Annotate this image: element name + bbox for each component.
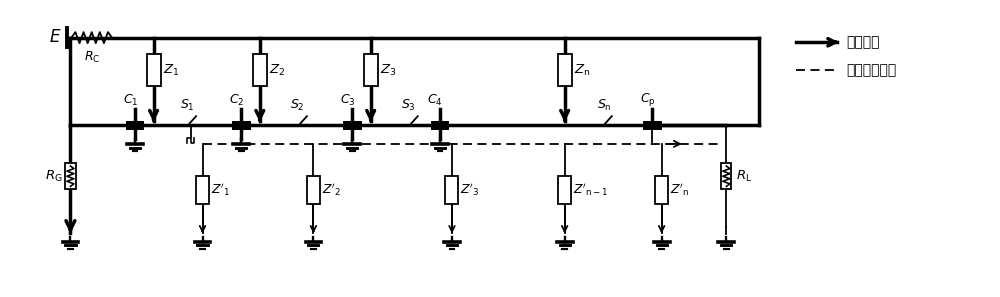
Text: 脉冲成形过程: 脉冲成形过程 xyxy=(846,63,897,77)
Text: $E$: $E$ xyxy=(49,28,62,46)
Bar xyxy=(558,176,571,204)
Text: $S_{\mathrm{n}}$: $S_{\mathrm{n}}$ xyxy=(597,98,612,113)
Text: $S_3$: $S_3$ xyxy=(401,98,416,113)
Text: $Z'_{\mathrm{n}}$: $Z'_{\mathrm{n}}$ xyxy=(670,182,689,198)
Bar xyxy=(253,54,267,86)
Bar xyxy=(445,176,458,204)
Text: $Z'_{\mathrm{n-1}}$: $Z'_{\mathrm{n-1}}$ xyxy=(573,182,609,198)
Text: $C_4$: $C_4$ xyxy=(427,93,443,108)
Text: $Z_{\mathrm{n}}$: $Z_{\mathrm{n}}$ xyxy=(574,62,590,78)
Bar xyxy=(655,176,668,204)
Text: $R_{\mathrm{L}}$: $R_{\mathrm{L}}$ xyxy=(736,169,753,184)
Text: $S_1$: $S_1$ xyxy=(180,98,194,113)
Bar xyxy=(558,54,572,86)
Text: $R_{\mathrm{C}}$: $R_{\mathrm{C}}$ xyxy=(84,50,100,65)
Text: $R_{\mathrm{G}}$: $R_{\mathrm{G}}$ xyxy=(45,169,63,184)
Bar xyxy=(364,54,378,86)
Text: 充电过程: 充电过程 xyxy=(846,35,880,49)
Text: $C_2$: $C_2$ xyxy=(229,93,244,108)
Bar xyxy=(65,163,76,189)
Bar xyxy=(196,176,209,204)
Bar xyxy=(307,176,320,204)
Bar xyxy=(721,163,731,189)
Text: $Z'_2$: $Z'_2$ xyxy=(322,182,341,198)
Text: $C_1$: $C_1$ xyxy=(123,93,138,108)
Text: $Z_2$: $Z_2$ xyxy=(269,62,285,78)
Text: $Z'_3$: $Z'_3$ xyxy=(460,182,480,198)
Text: $\cdots$: $\cdots$ xyxy=(494,114,515,135)
Text: $C_{\mathrm{p}}$: $C_{\mathrm{p}}$ xyxy=(640,91,656,108)
Text: $Z'_1$: $Z'_1$ xyxy=(211,182,230,198)
Text: $Z_1$: $Z_1$ xyxy=(163,62,179,78)
Bar xyxy=(147,54,161,86)
Text: $Z_3$: $Z_3$ xyxy=(380,62,396,78)
Text: $C_3$: $C_3$ xyxy=(340,93,355,108)
Text: $S_2$: $S_2$ xyxy=(290,98,305,113)
